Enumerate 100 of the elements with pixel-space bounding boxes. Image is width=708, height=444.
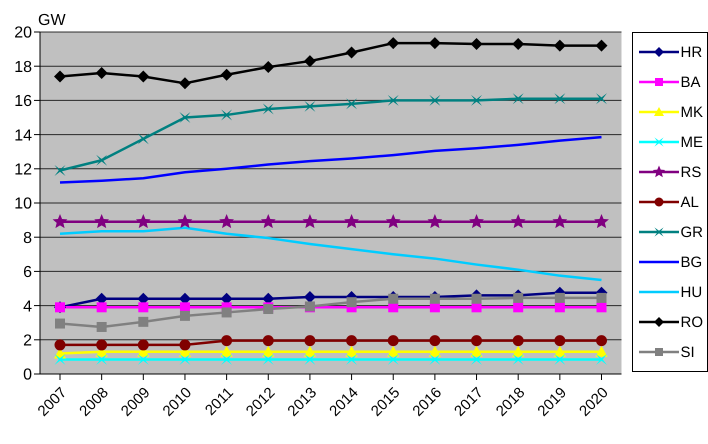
point [596,346,608,357]
point [179,339,190,350]
legend-label: ME [680,134,703,150]
point [470,346,483,357]
y-tick-label: 8 [23,230,32,247]
point [428,37,441,50]
y-tick-label: 0 [23,366,32,384]
point [512,354,524,365]
point [596,302,606,312]
point [346,46,358,59]
point [387,346,400,357]
point [388,294,398,304]
point [94,214,110,228]
point [96,354,108,365]
point [304,55,316,68]
point [469,214,484,228]
point [304,335,316,346]
point [428,346,441,357]
line-series [58,136,603,184]
point [554,40,566,52]
point [596,292,606,303]
legend-label: RO [680,314,703,330]
point [430,294,440,304]
point [471,354,482,365]
y-tick-label: 2 [23,332,32,350]
point [554,292,565,303]
y-tick-label: 4 [23,298,32,316]
point [178,214,192,228]
point [54,354,66,365]
point [179,354,190,365]
point [346,346,358,357]
point [304,346,316,357]
point [344,214,359,228]
legend-label: HU [680,284,702,300]
y-axis-title: GW [38,12,66,30]
point [512,93,524,104]
point [554,354,566,365]
point [387,37,400,50]
point [54,339,66,350]
point [472,294,482,304]
point [262,346,274,357]
legend-label: HR [680,44,702,60]
y-tick-label: 10 [14,196,32,213]
point [96,322,107,332]
point [260,214,276,228]
point [262,354,274,365]
point [138,133,149,144]
point [594,214,609,228]
point [222,307,232,318]
y-tick-label: 6 [23,264,32,282]
point [513,302,524,312]
point [221,335,232,346]
point [471,94,482,106]
point [554,346,566,357]
point [96,154,108,166]
legend-label: SI [680,344,695,360]
point [302,214,318,228]
point [220,68,233,81]
point [219,214,234,228]
point [136,214,151,228]
point [54,164,66,176]
point [596,354,608,365]
point [512,38,524,50]
point [262,61,274,74]
point [388,335,399,346]
point [554,335,566,346]
point [512,335,524,346]
point [138,339,149,350]
point [427,214,442,228]
point [262,335,274,346]
point [346,354,358,365]
point [471,335,482,346]
point [346,98,358,110]
point [596,40,608,52]
point [55,318,65,329]
legend-label: RS [680,164,702,180]
legend-label: GR [680,224,703,240]
point [388,354,399,365]
point [180,310,190,321]
point [221,109,232,120]
point [138,354,149,365]
point [552,214,568,228]
point [137,70,150,82]
point [513,292,524,303]
point [96,302,107,312]
point [178,77,191,90]
point [221,354,232,365]
point [304,354,316,365]
point [262,103,274,114]
point [429,354,440,365]
y-tick-label: 20 [14,24,32,42]
y-tick-label: 16 [14,93,32,110]
point [138,316,148,327]
point [470,38,483,50]
point [220,346,233,357]
point [386,214,401,228]
point [96,339,108,350]
legend-label: AL [680,194,699,210]
point [512,346,524,357]
y-tick-label: 14 [14,127,32,144]
